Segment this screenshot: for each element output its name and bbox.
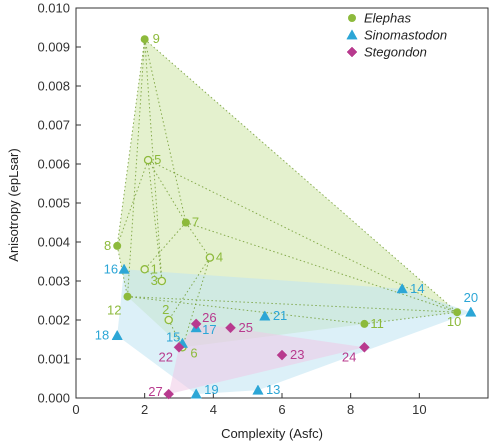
point-sinomastodon-18 — [111, 329, 123, 341]
point-stegondon-23 — [276, 349, 288, 361]
point-label-6: 6 — [190, 345, 197, 360]
legend-label-sinomastodon: Sinomastodon — [364, 28, 447, 43]
y-tick-label: 0.003 — [37, 274, 70, 289]
point-label-24: 24 — [342, 349, 356, 364]
x-tick-label: 4 — [210, 402, 217, 417]
point-stegondon-27 — [163, 388, 175, 400]
legend-marker-elephas — [347, 13, 356, 22]
point-elephas-9 — [140, 35, 149, 44]
data-points — [111, 35, 477, 400]
hull-edge-elephas — [185, 222, 211, 258]
point-stegondon-22 — [173, 341, 185, 353]
hull-edge-elephas — [147, 159, 187, 223]
point-elephas-10 — [453, 308, 462, 317]
point-label-22: 22 — [159, 349, 173, 364]
point-label-10: 10 — [447, 314, 461, 329]
y-tick-label: 0.007 — [37, 118, 70, 133]
hull-elephas — [117, 39, 458, 348]
legend-marker-sinomastodon — [346, 29, 358, 40]
point-elephas-8 — [113, 241, 122, 250]
point-elephas-3 — [157, 276, 167, 286]
y-tick-label: 0.010 — [37, 1, 70, 16]
point-label-26: 26 — [202, 310, 216, 325]
point-label-25: 25 — [239, 320, 253, 335]
y-tick-label: 0.000 — [37, 391, 70, 406]
hull-edge-elephas — [144, 39, 163, 282]
point-label-16: 16 — [104, 261, 118, 276]
point-stegondon-25 — [225, 322, 236, 334]
point-sinomastodon-21 — [259, 310, 271, 321]
point-elephas-2 — [164, 315, 173, 325]
point-label-4: 4 — [216, 250, 223, 265]
point-sinomastodon-14 — [396, 283, 408, 294]
point-sinomastodon-13 — [252, 384, 264, 395]
hull-stegondon — [168, 323, 365, 395]
legend: Elephas Sinomastodon Stegondon — [346, 11, 447, 60]
hull-edge-elephas — [144, 38, 458, 313]
y-tick-label: 0.001 — [37, 352, 70, 367]
hull-edge-elephas — [116, 39, 146, 246]
hull-edge-elephas — [147, 159, 458, 313]
point-label-17: 17 — [202, 322, 216, 337]
point-label-15: 15 — [166, 329, 180, 344]
point-label-5: 5 — [154, 152, 161, 167]
point-label-1: 1 — [151, 261, 158, 276]
y-tick-label: 0.009 — [37, 40, 70, 55]
point-label-20: 20 — [464, 290, 478, 305]
point-elephas-5 — [143, 155, 153, 165]
point-label-23: 23 — [290, 347, 304, 362]
point-label-18: 18 — [95, 328, 109, 343]
y-tick-label: 0.006 — [37, 157, 70, 172]
x-tick-label: 10 — [412, 402, 426, 417]
legend-label-stegondon: Stegondon — [364, 45, 427, 60]
hull-edge-elephas — [127, 296, 458, 313]
y-tick-label: 0.008 — [37, 79, 70, 94]
hull-edge-elephas — [147, 160, 163, 282]
y-tick-label: 0.002 — [37, 313, 70, 328]
hull-edge-elephas — [127, 39, 146, 297]
x-tick-label: 6 — [278, 402, 285, 417]
hull-edge-elephas — [116, 245, 128, 297]
point-sinomastodon-20 — [465, 306, 477, 317]
point-label-14: 14 — [410, 281, 424, 296]
x-tick-label: 0 — [72, 402, 79, 417]
point-stegondon-26 — [190, 318, 202, 330]
x-tick-label: 8 — [347, 402, 354, 417]
point-sinomastodon-19 — [190, 388, 202, 399]
point-label-3: 3 — [151, 273, 158, 288]
point-elephas-4 — [205, 253, 215, 262]
point-label-8: 8 — [104, 238, 111, 253]
point-elephas-12 — [123, 292, 132, 301]
legend-marker-stegondon — [346, 46, 358, 58]
x-axis-label: Complexity (Asfc) — [221, 426, 323, 441]
point-label-9: 9 — [153, 31, 160, 46]
legend-label-elephas: Elephas — [364, 11, 411, 26]
point-label-13: 13 — [266, 382, 280, 397]
point-elephas-1 — [140, 265, 149, 274]
point-label-19: 19 — [204, 382, 218, 397]
point-label-11: 11 — [370, 316, 384, 331]
point-label-2: 2 — [162, 302, 169, 317]
y-axis-label: Anisotropy (epLsar) — [6, 148, 21, 261]
point-sinomastodon-16 — [118, 263, 130, 274]
hull-edge-elephas — [144, 39, 187, 223]
point-label-27: 27 — [148, 384, 162, 399]
point-label-7: 7 — [192, 215, 199, 230]
convex-hulls — [117, 39, 471, 395]
point-label-12: 12 — [107, 303, 121, 318]
point-stegondon-24 — [359, 341, 370, 353]
axis-ticks: 0 2 4 6 8 100.0000.0010.0020.0030.0040.0050.0… — [37, 1, 426, 418]
point-elephas-7 — [181, 218, 190, 227]
y-tick-label: 0.004 — [37, 235, 70, 250]
y-tick-label: 0.005 — [37, 196, 70, 211]
point-label-21: 21 — [273, 308, 287, 323]
hull-edge-elephas — [168, 257, 211, 321]
x-tick-label: 2 — [141, 402, 148, 417]
point-elephas-11 — [360, 319, 369, 328]
